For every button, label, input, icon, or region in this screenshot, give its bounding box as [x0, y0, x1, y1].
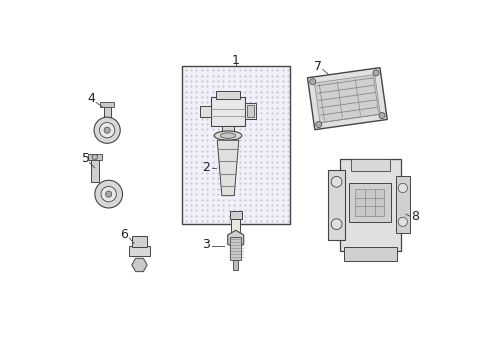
Text: 7: 7	[314, 60, 322, 73]
Bar	[396, 176, 410, 233]
Bar	[349, 183, 392, 222]
Ellipse shape	[316, 121, 322, 127]
Bar	[328, 170, 345, 239]
Bar	[231, 219, 240, 237]
Ellipse shape	[331, 176, 342, 187]
Bar	[222, 126, 234, 139]
Ellipse shape	[310, 78, 316, 85]
Text: 6: 6	[120, 228, 128, 240]
Bar	[200, 106, 211, 117]
Text: 5: 5	[81, 152, 90, 165]
Bar	[100, 102, 114, 107]
Bar	[211, 97, 245, 126]
Polygon shape	[132, 258, 147, 272]
Bar	[129, 246, 150, 256]
Text: 4: 4	[88, 92, 96, 105]
Bar	[91, 154, 98, 182]
Ellipse shape	[379, 112, 385, 119]
Bar	[245, 103, 256, 119]
Ellipse shape	[95, 180, 122, 208]
Ellipse shape	[106, 191, 112, 197]
Text: 8: 8	[411, 210, 419, 223]
Ellipse shape	[214, 131, 242, 140]
Ellipse shape	[398, 183, 408, 193]
Ellipse shape	[99, 122, 115, 138]
Ellipse shape	[373, 70, 379, 76]
Text: 2: 2	[202, 161, 210, 175]
Bar	[233, 260, 238, 270]
Bar	[308, 68, 387, 130]
Text: 1: 1	[232, 54, 240, 67]
Bar	[315, 75, 380, 123]
Ellipse shape	[101, 186, 117, 202]
Ellipse shape	[92, 154, 98, 160]
Ellipse shape	[104, 127, 110, 133]
Bar	[182, 66, 290, 224]
Bar	[340, 159, 401, 251]
Polygon shape	[228, 230, 244, 249]
Bar	[246, 105, 254, 117]
Polygon shape	[217, 140, 239, 195]
Bar	[343, 247, 397, 261]
Bar	[230, 237, 241, 260]
Ellipse shape	[220, 133, 236, 138]
Bar	[104, 105, 111, 122]
Ellipse shape	[94, 117, 120, 143]
Text: 3: 3	[202, 238, 210, 251]
Bar	[88, 154, 102, 160]
Bar	[355, 189, 384, 216]
Bar	[132, 237, 147, 247]
Bar	[351, 159, 390, 171]
Bar	[229, 211, 242, 219]
Ellipse shape	[398, 217, 408, 226]
Ellipse shape	[331, 219, 342, 230]
Bar	[217, 91, 240, 99]
